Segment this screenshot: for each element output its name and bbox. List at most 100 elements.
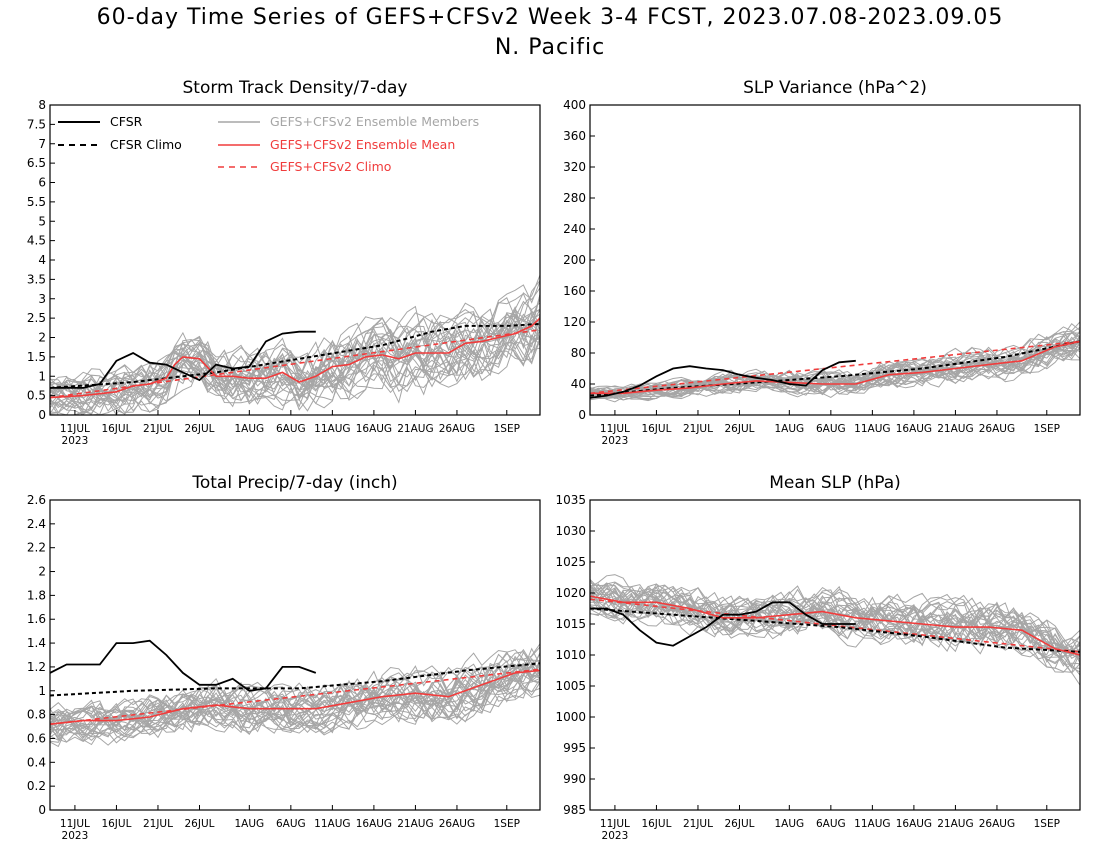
- x-tick-label: 21AUG: [397, 423, 433, 435]
- x-tick-label: 16AUG: [896, 818, 932, 830]
- ensemble-member-line: [50, 337, 540, 412]
- y-tick-label: 1030: [555, 524, 586, 538]
- x-tick-label: 1AUG: [234, 423, 264, 435]
- ensemble-member-line: [50, 318, 540, 415]
- y-tick-label: 280: [563, 191, 586, 205]
- y-tick-label: 3.5: [27, 272, 46, 286]
- x-tick-label: 16JUL: [641, 423, 671, 435]
- y-tick-label: 5.5: [27, 195, 46, 209]
- ensemble-member-line: [50, 328, 540, 415]
- y-tick-label: 7: [38, 137, 46, 151]
- ensemble-mean-line: [50, 669, 540, 725]
- ensemble-member-line: [590, 591, 1080, 658]
- x-tick-label: 1SEP: [494, 423, 520, 435]
- ensemble-climo-line: [590, 340, 1080, 395]
- panel-total-precip: Total Precip/7-day (inch)00.20.40.60.811…: [27, 473, 541, 842]
- y-tick-label: 1005: [555, 679, 586, 693]
- ensemble-member-line: [50, 659, 540, 723]
- y-tick-label: 400: [563, 98, 586, 112]
- y-tick-label: 1.8: [27, 588, 46, 602]
- legend-ensemble-climo-label: GEFS+CFSv2 Climo: [270, 159, 391, 174]
- ensemble-member-line: [50, 674, 540, 738]
- x-tick-label: 26AUG: [979, 423, 1015, 435]
- ensemble-climo-line: [50, 668, 540, 725]
- y-tick-label: 0.6: [27, 731, 46, 745]
- x-year-label: 2023: [602, 830, 629, 842]
- x-tick-label: 26JUL: [724, 423, 754, 435]
- ensemble-member-line: [590, 336, 1080, 398]
- y-tick-label: 0.2: [27, 779, 46, 793]
- ensemble-member-line: [590, 339, 1080, 395]
- y-tick-label: 1.4: [27, 636, 46, 650]
- x-tick-label: 11JUL: [600, 423, 630, 435]
- page-subtitle: N. Pacific: [494, 35, 606, 60]
- y-tick-label: 40: [571, 377, 586, 391]
- y-tick-label: 360: [563, 129, 586, 143]
- y-tick-label: 1: [38, 369, 46, 383]
- y-tick-label: 160: [563, 284, 586, 298]
- y-tick-label: 985: [563, 803, 586, 817]
- y-tick-label: 8: [38, 98, 46, 112]
- plot-area: [590, 321, 1080, 403]
- ensemble-member-line: [50, 313, 540, 404]
- y-tick-label: 1: [38, 684, 46, 698]
- x-tick-label: 11AUG: [854, 818, 890, 830]
- x-tick-label: 6AUG: [276, 818, 306, 830]
- cfsr-line: [590, 359, 856, 399]
- y-tick-label: 2.2: [27, 541, 46, 555]
- ensemble-member-line: [50, 312, 540, 402]
- legend: CFSR CFSR Climo GEFS+CFSv2 Ensemble Member…: [58, 114, 479, 174]
- ensemble-member-line: [50, 674, 540, 743]
- x-tick-label: 21AUG: [397, 818, 433, 830]
- y-tick-label: 1.6: [27, 612, 46, 626]
- ensemble-mean-line: [590, 595, 1080, 656]
- ensemble-member-line: [50, 280, 540, 393]
- legend-members-label: GEFS+CFSv2 Ensemble Members: [270, 114, 479, 129]
- cfsr-climo-line: [50, 662, 540, 697]
- cfsr-line: [50, 330, 316, 389]
- y-tick-label: 2.4: [27, 517, 46, 531]
- panel-slp-variance: SLP Variance (hPa^2) 0 40 80 120 160 200 240 280…: [563, 78, 1081, 447]
- cfsr-line: [50, 639, 317, 692]
- y-tick-label: 2.5: [27, 311, 46, 325]
- y-tick-label: 3: [38, 292, 46, 306]
- y-tick-label: 5: [38, 214, 46, 228]
- x-tick-label: 16JUL: [101, 818, 131, 830]
- y-tick-label: 1025: [555, 555, 586, 569]
- x-tick-label: 11JUL: [600, 818, 630, 830]
- x-tick-label: 26AUG: [979, 818, 1015, 830]
- x-tick-label: 16AUG: [356, 423, 392, 435]
- y-tick-label: 0.8: [27, 708, 46, 722]
- x-tick-label: 16JUL: [641, 818, 671, 830]
- ensemble-member-line: [50, 294, 540, 401]
- legend-cfsr-climo-label: CFSR Climo: [110, 137, 182, 152]
- ensemble-member-line: [590, 582, 1080, 654]
- x-tick-label: 21AUG: [937, 423, 973, 435]
- x-tick-label: 6AUG: [816, 818, 846, 830]
- x-tick-label: 26AUG: [439, 423, 475, 435]
- plot-area: [50, 639, 540, 748]
- plot-area: [50, 274, 540, 415]
- ensemble-member-line: [50, 337, 540, 414]
- y-tick-label: 6.5: [27, 156, 46, 170]
- y-tick-label: 1010: [555, 648, 586, 662]
- x-tick-label: 21JUL: [143, 818, 173, 830]
- x-tick-label: 21JUL: [683, 423, 713, 435]
- x-tick-label: 11AUG: [854, 423, 890, 435]
- y-tick-label: 2.6: [27, 493, 46, 507]
- y-tick-label: 120: [563, 315, 586, 329]
- x-tick-label: 1AUG: [774, 818, 804, 830]
- x-year-label: 2023: [62, 830, 89, 842]
- x-tick-label: 21AUG: [937, 818, 973, 830]
- x-tick-label: 16AUG: [896, 423, 932, 435]
- x-tick-label: 26JUL: [724, 818, 754, 830]
- y-tick-label: 200: [563, 253, 586, 267]
- y-tick-label: 2: [38, 565, 46, 579]
- ensemble-member-line: [50, 663, 540, 726]
- plot-area: [590, 574, 1080, 686]
- y-tick-label: 1000: [555, 710, 586, 724]
- x-tick-label: 1SEP: [1034, 818, 1060, 830]
- y-tick-label: 240: [563, 222, 586, 236]
- y-tick-label: 995: [563, 741, 586, 755]
